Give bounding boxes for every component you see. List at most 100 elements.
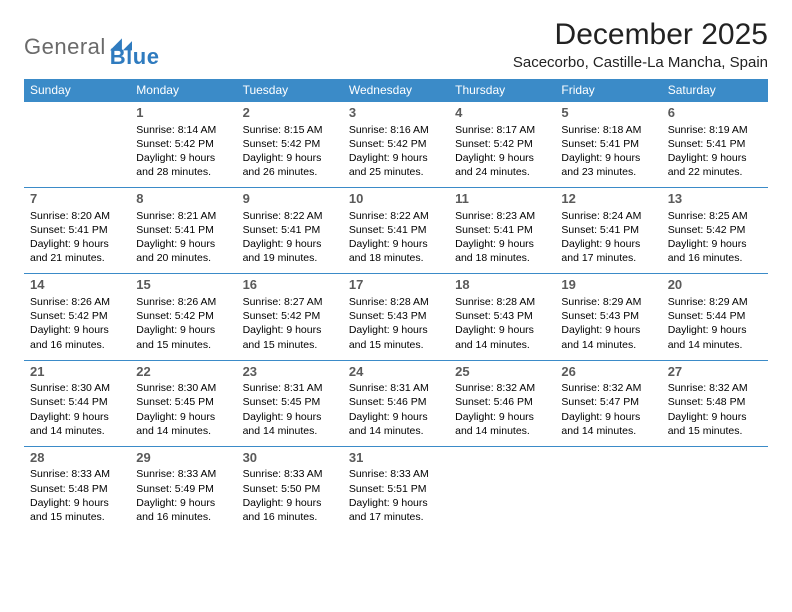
day-number: 10 <box>349 190 443 208</box>
day-number: 17 <box>349 276 443 294</box>
day-number: 14 <box>30 276 124 294</box>
daylight: Daylight: 9 hours and 21 minutes. <box>30 237 124 265</box>
sunrise: Sunrise: 8:16 AM <box>349 123 443 137</box>
sunset: Sunset: 5:45 PM <box>136 395 230 409</box>
day-cell-9: 9Sunrise: 8:22 AMSunset: 5:41 PMDaylight… <box>237 188 343 274</box>
sunrise: Sunrise: 8:33 AM <box>30 467 124 481</box>
weekday-friday: Friday <box>555 79 661 102</box>
sunrise: Sunrise: 8:29 AM <box>668 295 762 309</box>
day-cell-28: 28Sunrise: 8:33 AMSunset: 5:48 PMDayligh… <box>24 446 130 532</box>
sunset: Sunset: 5:42 PM <box>668 223 762 237</box>
day-number: 20 <box>668 276 762 294</box>
sunset: Sunset: 5:42 PM <box>243 309 337 323</box>
sunrise: Sunrise: 8:26 AM <box>136 295 230 309</box>
day-cell-8: 8Sunrise: 8:21 AMSunset: 5:41 PMDaylight… <box>130 188 236 274</box>
sunrise: Sunrise: 8:32 AM <box>668 381 762 395</box>
daylight: Daylight: 9 hours and 15 minutes. <box>30 496 124 524</box>
sunset: Sunset: 5:44 PM <box>30 395 124 409</box>
sunset: Sunset: 5:42 PM <box>349 137 443 151</box>
day-number: 21 <box>30 363 124 381</box>
sunset: Sunset: 5:41 PM <box>136 223 230 237</box>
sunrise: Sunrise: 8:17 AM <box>455 123 549 137</box>
sunrise: Sunrise: 8:30 AM <box>136 381 230 395</box>
daylight: Daylight: 9 hours and 18 minutes. <box>349 237 443 265</box>
empty-cell <box>555 446 661 532</box>
daylight: Daylight: 9 hours and 15 minutes. <box>349 323 443 351</box>
sunset: Sunset: 5:49 PM <box>136 482 230 496</box>
sunset: Sunset: 5:42 PM <box>455 137 549 151</box>
sunset: Sunset: 5:42 PM <box>136 137 230 151</box>
day-number: 29 <box>136 449 230 467</box>
daylight: Daylight: 9 hours and 16 minutes. <box>136 496 230 524</box>
sunrise: Sunrise: 8:22 AM <box>243 209 337 223</box>
day-number: 9 <box>243 190 337 208</box>
day-cell-30: 30Sunrise: 8:33 AMSunset: 5:50 PMDayligh… <box>237 446 343 532</box>
daylight: Daylight: 9 hours and 14 minutes. <box>455 323 549 351</box>
day-cell-10: 10Sunrise: 8:22 AMSunset: 5:41 PMDayligh… <box>343 188 449 274</box>
daylight: Daylight: 9 hours and 18 minutes. <box>455 237 549 265</box>
daylight: Daylight: 9 hours and 15 minutes. <box>243 323 337 351</box>
day-cell-14: 14Sunrise: 8:26 AMSunset: 5:42 PMDayligh… <box>24 274 130 360</box>
weekday-tuesday: Tuesday <box>237 79 343 102</box>
daylight: Daylight: 9 hours and 14 minutes. <box>561 323 655 351</box>
daylight: Daylight: 9 hours and 22 minutes. <box>668 151 762 179</box>
sunrise: Sunrise: 8:32 AM <box>455 381 549 395</box>
sunset: Sunset: 5:46 PM <box>455 395 549 409</box>
weekday-wednesday: Wednesday <box>343 79 449 102</box>
day-number: 16 <box>243 276 337 294</box>
day-number: 26 <box>561 363 655 381</box>
page-title: December 2025 <box>513 18 768 52</box>
sunrise: Sunrise: 8:14 AM <box>136 123 230 137</box>
day-cell-4: 4Sunrise: 8:17 AMSunset: 5:42 PMDaylight… <box>449 102 555 188</box>
calendar-body: 1Sunrise: 8:14 AMSunset: 5:42 PMDaylight… <box>24 102 768 533</box>
day-cell-24: 24Sunrise: 8:31 AMSunset: 5:46 PMDayligh… <box>343 360 449 446</box>
daylight: Daylight: 9 hours and 14 minutes. <box>668 323 762 351</box>
daylight: Daylight: 9 hours and 17 minutes. <box>349 496 443 524</box>
sunset: Sunset: 5:47 PM <box>561 395 655 409</box>
day-cell-21: 21Sunrise: 8:30 AMSunset: 5:44 PMDayligh… <box>24 360 130 446</box>
sunrise: Sunrise: 8:33 AM <box>136 467 230 481</box>
empty-cell <box>449 446 555 532</box>
sunrise: Sunrise: 8:26 AM <box>30 295 124 309</box>
weekday-saturday: Saturday <box>662 79 768 102</box>
day-cell-29: 29Sunrise: 8:33 AMSunset: 5:49 PMDayligh… <box>130 446 236 532</box>
day-number: 19 <box>561 276 655 294</box>
sunrise: Sunrise: 8:31 AM <box>349 381 443 395</box>
day-cell-11: 11Sunrise: 8:23 AMSunset: 5:41 PMDayligh… <box>449 188 555 274</box>
sunrise: Sunrise: 8:33 AM <box>243 467 337 481</box>
calendar-row: 14Sunrise: 8:26 AMSunset: 5:42 PMDayligh… <box>24 274 768 360</box>
calendar-row: 1Sunrise: 8:14 AMSunset: 5:42 PMDaylight… <box>24 102 768 188</box>
weekday-row: SundayMondayTuesdayWednesdayThursdayFrid… <box>24 79 768 102</box>
sunset: Sunset: 5:43 PM <box>561 309 655 323</box>
day-number: 5 <box>561 104 655 122</box>
day-number: 22 <box>136 363 230 381</box>
daylight: Daylight: 9 hours and 28 minutes. <box>136 151 230 179</box>
calendar-row: 28Sunrise: 8:33 AMSunset: 5:48 PMDayligh… <box>24 446 768 532</box>
daylight: Daylight: 9 hours and 26 minutes. <box>243 151 337 179</box>
day-number: 13 <box>668 190 762 208</box>
sunrise: Sunrise: 8:30 AM <box>30 381 124 395</box>
daylight: Daylight: 9 hours and 25 minutes. <box>349 151 443 179</box>
sunset: Sunset: 5:51 PM <box>349 482 443 496</box>
day-cell-18: 18Sunrise: 8:28 AMSunset: 5:43 PMDayligh… <box>449 274 555 360</box>
day-cell-2: 2Sunrise: 8:15 AMSunset: 5:42 PMDaylight… <box>237 102 343 188</box>
daylight: Daylight: 9 hours and 23 minutes. <box>561 151 655 179</box>
empty-cell <box>662 446 768 532</box>
calendar-row: 7Sunrise: 8:20 AMSunset: 5:41 PMDaylight… <box>24 188 768 274</box>
day-number: 2 <box>243 104 337 122</box>
sunset: Sunset: 5:43 PM <box>455 309 549 323</box>
weekday-monday: Monday <box>130 79 236 102</box>
daylight: Daylight: 9 hours and 16 minutes. <box>243 496 337 524</box>
sunrise: Sunrise: 8:27 AM <box>243 295 337 309</box>
day-number: 31 <box>349 449 443 467</box>
day-cell-7: 7Sunrise: 8:20 AMSunset: 5:41 PMDaylight… <box>24 188 130 274</box>
daylight: Daylight: 9 hours and 24 minutes. <box>455 151 549 179</box>
sunset: Sunset: 5:42 PM <box>136 309 230 323</box>
day-cell-6: 6Sunrise: 8:19 AMSunset: 5:41 PMDaylight… <box>662 102 768 188</box>
day-cell-27: 27Sunrise: 8:32 AMSunset: 5:48 PMDayligh… <box>662 360 768 446</box>
sunset: Sunset: 5:43 PM <box>349 309 443 323</box>
sunset: Sunset: 5:42 PM <box>243 137 337 151</box>
day-cell-25: 25Sunrise: 8:32 AMSunset: 5:46 PMDayligh… <box>449 360 555 446</box>
day-number: 23 <box>243 363 337 381</box>
sunset: Sunset: 5:48 PM <box>668 395 762 409</box>
